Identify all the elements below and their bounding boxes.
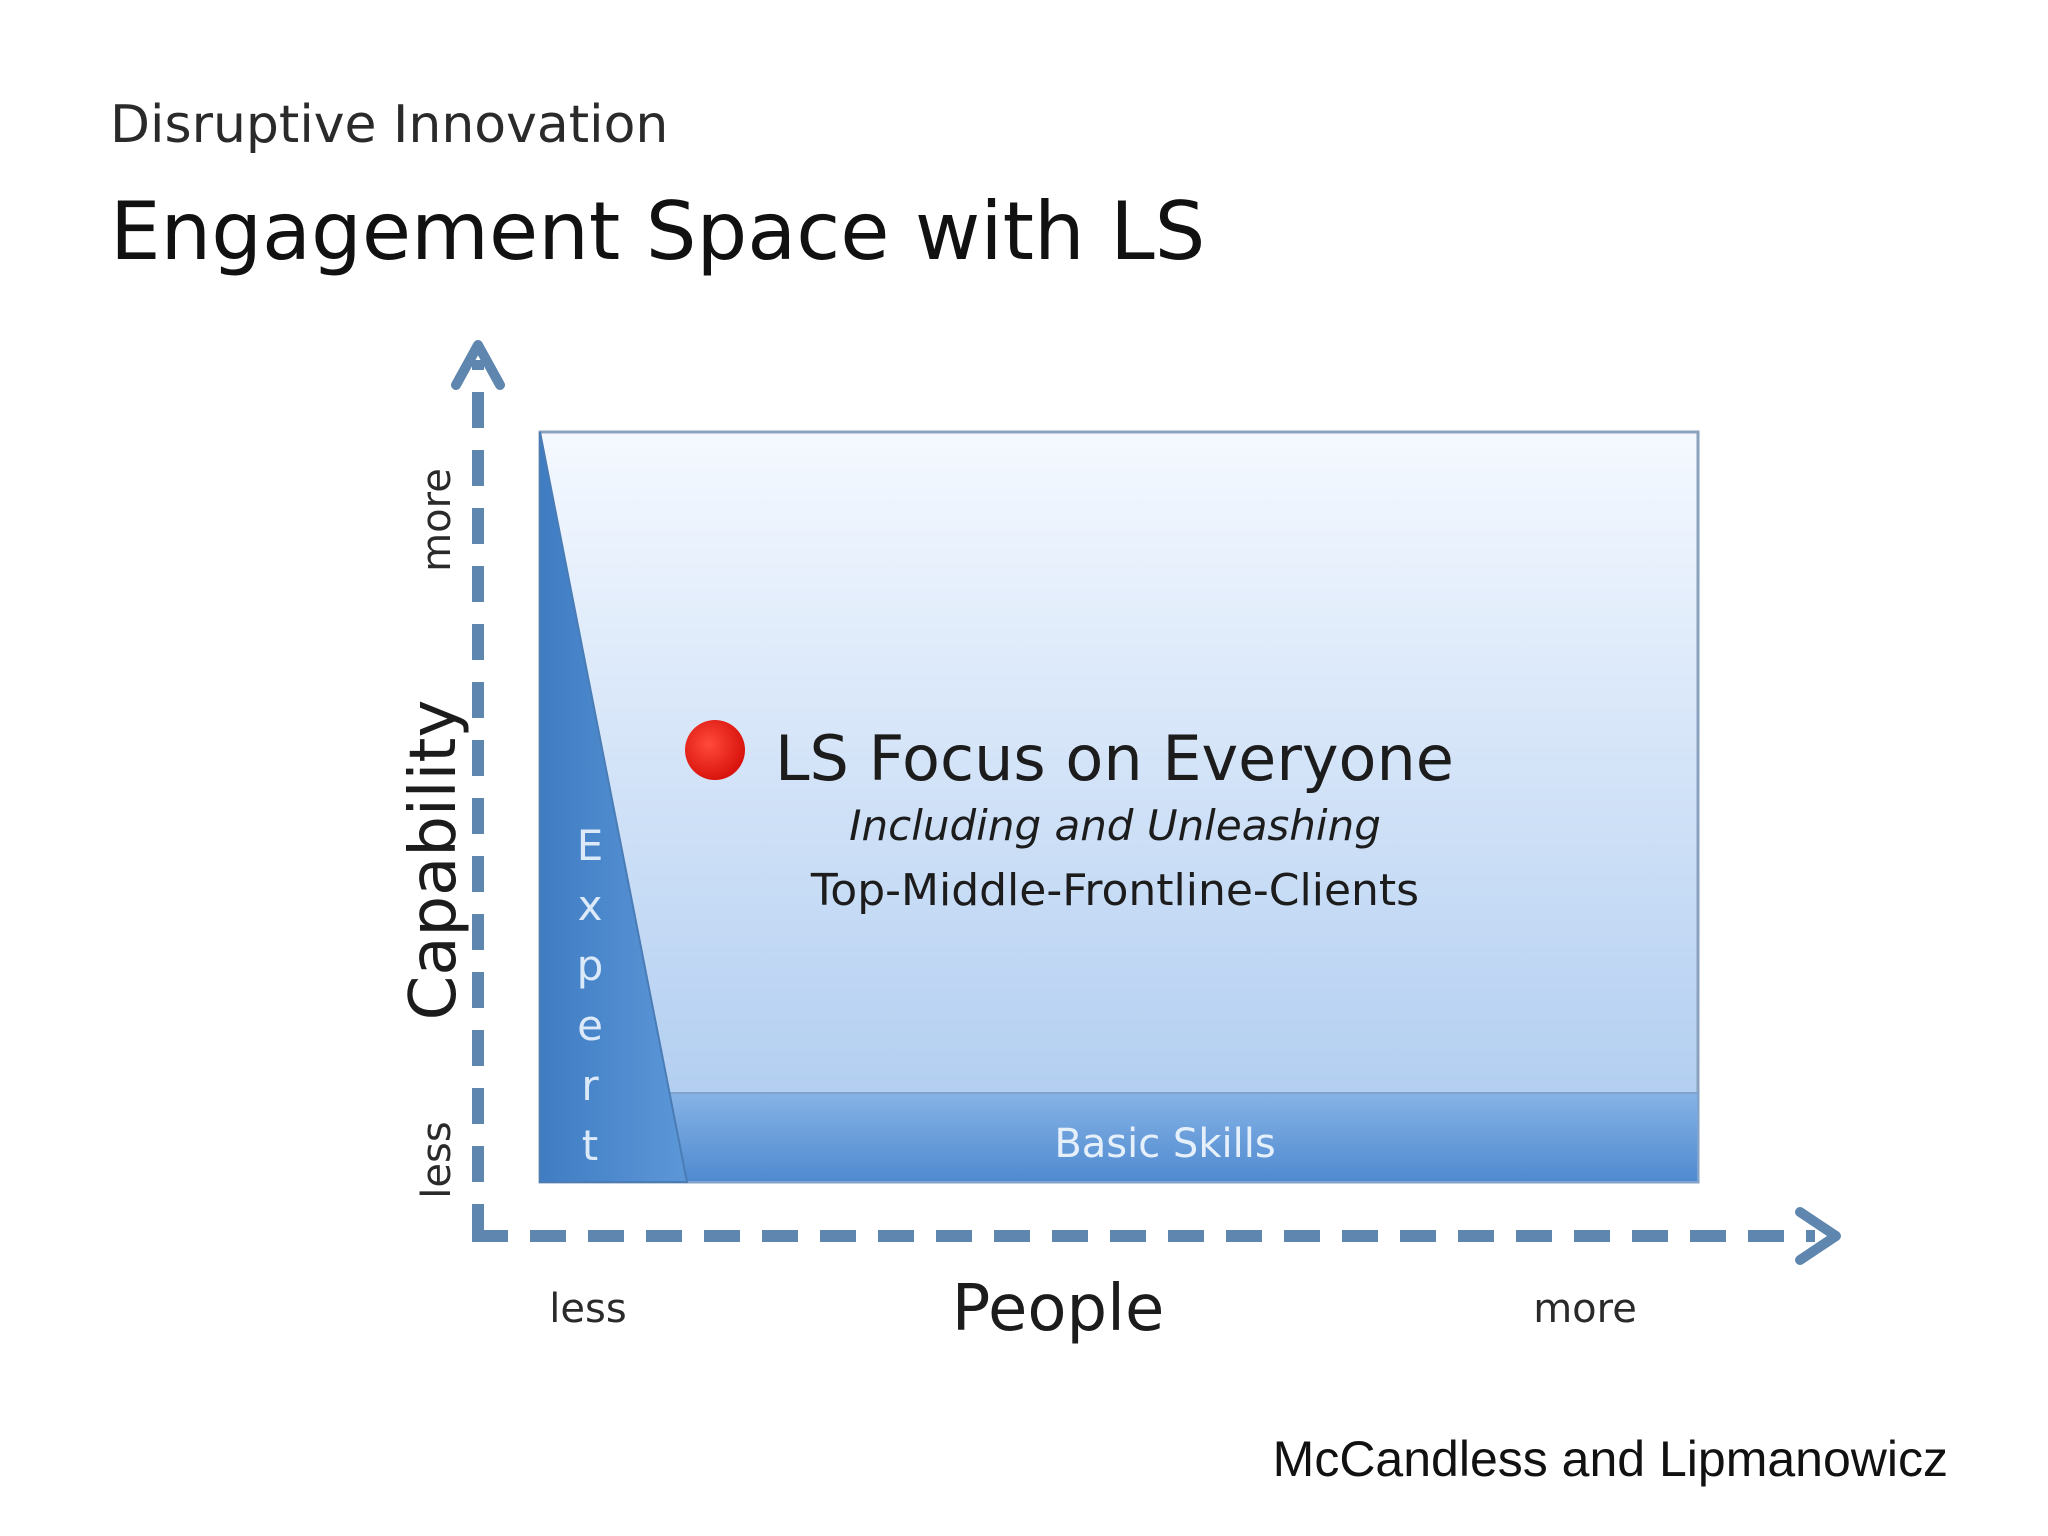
expert-letter: x — [578, 881, 603, 930]
expert-label: E x p e r t — [577, 821, 604, 1170]
expert-letter: E — [577, 821, 604, 870]
focus-groups: Top-Middle-Frontline-Clients — [810, 865, 1419, 916]
x-axis-low-label: less — [549, 1286, 626, 1332]
expert-letter: r — [581, 1061, 599, 1110]
basic-skills-label: Basic Skills — [1054, 1121, 1275, 1167]
x-axis-title: People — [952, 1272, 1165, 1346]
x-axis-arrowhead — [1795, 1207, 1841, 1265]
y-axis-high-label: more — [414, 468, 460, 572]
credit-text: McCandless and Lipmanowicz — [1272, 1431, 1948, 1487]
y-axis-title: Capability — [397, 700, 471, 1021]
expert-letter: t — [582, 1121, 598, 1170]
expert-letter: p — [577, 941, 604, 990]
y-axis-arrowhead — [451, 340, 505, 390]
engagement-space — [538, 430, 1700, 1184]
y-axis-low-label: less — [414, 1121, 460, 1198]
expert-letter: e — [577, 1001, 603, 1050]
expert-wedge — [539, 431, 689, 1183]
focus-subheading: Including and Unleashing — [849, 801, 1381, 850]
x-axis-high-label: more — [1533, 1286, 1637, 1332]
focus-dot — [685, 720, 745, 780]
focus-heading: LS Focus on Everyone — [775, 722, 1454, 795]
slide-title: Engagement Space with LS — [110, 185, 1206, 278]
slide-subtitle: Disruptive Innovation — [110, 95, 669, 155]
